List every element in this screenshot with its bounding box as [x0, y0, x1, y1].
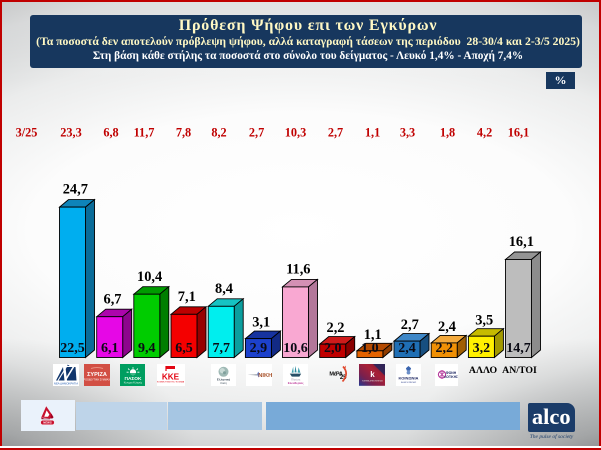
svg-text:KKE: KKE — [162, 372, 180, 381]
svg-text:ΑΛΛΟ: ΑΛΛΟ — [469, 365, 498, 376]
svg-text:ΝΕΑ ΔΗΜΟΚΡΑΤΙΑ: ΝΕΑ ΔΗΜΟΚΡΑΤΙΑ — [53, 381, 77, 385]
svg-text:2,7: 2,7 — [401, 317, 419, 333]
svg-text:k: k — [370, 370, 375, 379]
svg-text:6,8: 6,8 — [103, 126, 118, 140]
svg-text:3,3: 3,3 — [400, 126, 415, 140]
svg-text:24,7: 24,7 — [63, 182, 88, 198]
svg-text:7,7: 7,7 — [212, 341, 230, 356]
svg-text:3,1: 3,1 — [252, 315, 270, 331]
svg-text:7,1: 7,1 — [178, 289, 196, 305]
svg-text:8,2: 8,2 — [211, 126, 226, 140]
svg-text:9,4: 9,4 — [138, 341, 156, 356]
svg-text:6,1: 6,1 — [101, 341, 119, 356]
svg-text:Λύση: Λύση — [220, 381, 227, 385]
svg-text:ΚΙΝΗΜΑ ΔΗΜΟΚΡΑΤΙΑΣ: ΚΙΝΗΜΑ ΔΗΜΟΚΡΑΤΙΑΣ — [362, 379, 384, 382]
svg-text:3/25: 3/25 — [16, 126, 38, 140]
svg-text:2,4: 2,4 — [438, 319, 456, 335]
svg-text:4,2: 4,2 — [477, 126, 492, 140]
svg-text:ΠΑΣΟΚ: ΠΑΣΟΚ — [124, 376, 142, 382]
svg-text:2,4: 2,4 — [398, 341, 416, 356]
svg-text:2,9: 2,9 — [250, 341, 268, 356]
svg-text:25: 25 — [339, 375, 346, 381]
svg-text:ΛΟΓΙΚΗΣ: ΛΟΓΙΚΗΣ — [444, 375, 458, 379]
svg-text:7,8: 7,8 — [176, 126, 191, 140]
svg-text:ΜέΡΑ: ΜέΡΑ — [329, 372, 343, 378]
svg-text:2,7: 2,7 — [249, 126, 264, 140]
svg-text:3,2: 3,2 — [473, 341, 491, 356]
svg-text:ΑΝ/ΤΟΙ: ΑΝ/ΤΟΙ — [502, 365, 537, 376]
svg-text:Ελληνική: Ελληνική — [217, 377, 230, 381]
svg-text:2,2: 2,2 — [327, 320, 345, 336]
svg-text:1,1: 1,1 — [365, 126, 380, 140]
svg-text:ΠΡΟΟΔΕΥΤΙΚΗ ΣΥΜΜΑΧΙΑ: ΠΡΟΟΔΕΥΤΙΚΗ ΣΥΜΜΑΧΙΑ — [84, 378, 110, 381]
svg-text:NEWS: NEWS — [43, 421, 52, 425]
svg-text:2,0: 2,0 — [324, 341, 342, 356]
svg-text:10,4: 10,4 — [137, 269, 162, 285]
svg-text:ΚΟΙΝΩΝΙΑ: ΚΟΙΝΩΝΙΑ — [399, 375, 419, 380]
svg-text:23,3: 23,3 — [60, 126, 82, 140]
svg-text:ΔΗΜΟΚΡΑΤΙΑΣ: ΔΗΜΟΚΡΑΤΙΑΣ — [401, 381, 417, 384]
svg-text:16,1: 16,1 — [509, 234, 534, 250]
svg-text:6,5: 6,5 — [175, 341, 193, 356]
svg-text:2,7: 2,7 — [328, 126, 343, 140]
svg-text:8,4: 8,4 — [215, 281, 233, 297]
svg-text:Ελευθερίας: Ελευθερίας — [287, 381, 303, 385]
svg-text:16,1: 16,1 — [508, 126, 530, 140]
svg-text:11,6: 11,6 — [286, 262, 310, 278]
svg-text:22,5: 22,5 — [60, 341, 85, 356]
svg-text:10,3: 10,3 — [285, 126, 307, 140]
svg-text:Πλεύση: Πλεύση — [291, 377, 301, 381]
svg-text:ΦΩΝΗ: ΦΩΝΗ — [446, 371, 457, 375]
svg-text:6,7: 6,7 — [104, 291, 122, 307]
svg-text:1,0: 1,0 — [361, 341, 379, 356]
svg-text:1,8: 1,8 — [440, 126, 455, 140]
svg-text:14,7: 14,7 — [506, 341, 531, 356]
svg-text:ΣΥΡΙΖΑ: ΣΥΡΙΖΑ — [87, 372, 107, 378]
svg-text:11,7: 11,7 — [134, 126, 155, 140]
svg-text:3,5: 3,5 — [475, 312, 493, 328]
svg-text:1,1: 1,1 — [364, 327, 382, 343]
svg-text:2,2: 2,2 — [435, 341, 453, 356]
svg-text:ΚΟΜΜΟΥΝΙΣΤΙΚΟ ΚΟΜΜΑ: ΚΟΜΜΟΥΝΙΣΤΙΚΟ ΚΟΜΜΑ — [157, 380, 184, 383]
svg-text:ΝΙΚΗ: ΝΙΚΗ — [258, 373, 272, 379]
svg-text:10,6: 10,6 — [283, 341, 308, 356]
svg-text:Κίνημα Αλλαγής: Κίνημα Αλλαγής — [123, 380, 142, 384]
